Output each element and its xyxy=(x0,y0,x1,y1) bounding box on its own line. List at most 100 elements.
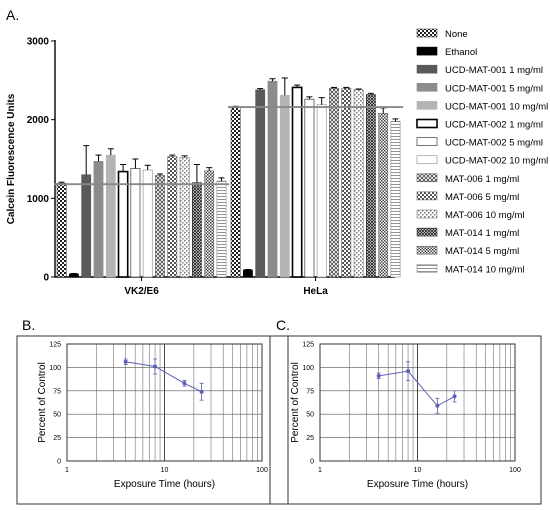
legend-label: MAT-014 10 mg/ml xyxy=(445,264,525,275)
legend-swatch xyxy=(416,173,438,183)
x-tick-label: 100 xyxy=(509,467,521,474)
y-tick-label: 125 xyxy=(302,342,314,349)
bar xyxy=(56,183,67,278)
bar xyxy=(230,106,241,278)
bar xyxy=(93,161,104,278)
panel-a-bar-chart: A. Calcein Fluorescence Units 0 1000 2000 3… xyxy=(6,7,548,297)
legend-swatch xyxy=(416,191,438,201)
legend-swatch xyxy=(416,227,438,237)
panel-a-plot-area: 0 1000 2000 3000 VK2/E6 HeLa xyxy=(27,37,404,297)
legend-label: MAT-014 5 mg/ml xyxy=(445,246,519,257)
legend-label: MAT-014 1 mg/ml xyxy=(445,228,519,239)
data-point xyxy=(452,394,457,399)
x-tick-label: 10 xyxy=(161,467,169,474)
legend-swatch xyxy=(416,101,438,110)
bar xyxy=(117,170,129,278)
legend-swatch xyxy=(416,264,438,273)
legend-swatch xyxy=(416,245,438,255)
x-tick-label: 10 xyxy=(414,467,422,474)
bar xyxy=(291,86,303,278)
bar xyxy=(81,174,92,278)
y-axis-label: Percent of Control xyxy=(290,362,301,443)
bar xyxy=(142,169,153,278)
bar xyxy=(192,182,202,278)
data-point xyxy=(376,373,381,378)
legend-label: MAT-006 5 mg/ml xyxy=(445,192,519,203)
legend-swatch xyxy=(416,64,438,74)
bar xyxy=(329,87,339,278)
y-tick-label: 75 xyxy=(306,388,314,395)
bar xyxy=(316,104,327,278)
y-tick-label: 0 xyxy=(310,459,314,466)
bar xyxy=(366,94,376,278)
bar xyxy=(167,156,178,278)
legend-label: UCD-MAT-002 1 mg/ml xyxy=(445,120,543,131)
y-tick-label: 75 xyxy=(53,388,61,395)
legend-label: UCD-MAT-001 5 mg/ml xyxy=(445,83,543,94)
data-point xyxy=(199,389,204,394)
y-tick-label: 1000 xyxy=(27,194,50,205)
bar xyxy=(304,98,315,278)
bar xyxy=(105,154,116,278)
data-point xyxy=(123,359,128,364)
bar xyxy=(155,175,165,278)
x-tick-label: VK2/E6 xyxy=(124,286,159,297)
legend-label: UCD-MAT-001 10 mg/ml xyxy=(445,101,548,112)
legend-swatch xyxy=(416,83,438,92)
legend-swatch xyxy=(416,155,438,165)
y-tick-label: 0 xyxy=(57,459,61,466)
bar xyxy=(390,120,401,278)
legend-label: Ethanol xyxy=(445,47,477,58)
x-tick-label: 100 xyxy=(256,467,268,474)
y-tick-label: 2000 xyxy=(27,115,50,126)
panel-c-label: C. xyxy=(276,317,290,333)
bar xyxy=(216,180,227,278)
y-tick-label: 50 xyxy=(53,412,61,419)
y-tick-label: 0 xyxy=(43,273,49,284)
x-tick-label: 1 xyxy=(65,467,69,474)
panel-b-label: B. xyxy=(22,317,35,333)
bar xyxy=(179,157,190,278)
legend-label: MAT-006 1 mg/ml xyxy=(445,174,519,185)
legend-swatch xyxy=(416,28,438,38)
y-tick-label: 100 xyxy=(49,365,61,372)
legend-label: UCD-MAT-002 5 mg/ml xyxy=(445,138,543,149)
data-point xyxy=(153,364,158,369)
series-line xyxy=(378,370,455,407)
data-point xyxy=(406,369,411,374)
panel-b-frame xyxy=(16,335,289,505)
series-line xyxy=(125,361,202,393)
legend-swatch xyxy=(416,118,438,129)
x-tick-label: 1 xyxy=(318,467,322,474)
bar xyxy=(243,269,253,278)
panel-a-y-axis-label: Calcein Fluorescence Units xyxy=(6,93,17,224)
panel-b-plot-area: 0 25 50 75 100 125 1 10 100 Exposure Time (hours)… xyxy=(37,342,268,491)
y-axis-label: Percent of Control xyxy=(37,362,48,443)
y-tick-label: 25 xyxy=(306,435,314,442)
panel-c-frame xyxy=(269,335,542,505)
y-tick-label: 125 xyxy=(49,342,61,349)
panel-c-line-chart: C. 0 25 50 75 100 125 1 10 100 Exposure Time (hou… xyxy=(269,317,542,505)
bar xyxy=(255,89,266,278)
legend-label: None xyxy=(445,29,468,40)
panel-a-legend: None Ethanol UCD-MAT-001 1 mg/ml UCD-MAT-00… xyxy=(416,28,548,275)
plot-border xyxy=(66,343,263,462)
panel-b-line-chart: B. 0 25 50 75 100 125 1 10 100 Exposure Time (hou… xyxy=(16,317,289,505)
bar xyxy=(378,113,389,278)
data-point xyxy=(435,403,440,408)
bar xyxy=(341,87,352,278)
legend-swatch xyxy=(416,209,438,219)
legend-label: UCD-MAT-002 10 mg/ml xyxy=(445,156,548,167)
x-tick-label: HeLa xyxy=(303,286,328,297)
bar xyxy=(279,94,290,278)
plot-border xyxy=(319,343,516,462)
bar xyxy=(353,89,364,278)
x-axis-label: Exposure Time (hours) xyxy=(367,479,468,490)
legend-swatch xyxy=(416,46,438,56)
y-tick-label: 25 xyxy=(53,435,61,442)
y-tick-label: 50 xyxy=(306,412,314,419)
data-point xyxy=(182,381,187,386)
y-tick-label: 3000 xyxy=(27,37,50,48)
legend-label: UCD-MAT-001 1 mg/ml xyxy=(445,65,543,76)
